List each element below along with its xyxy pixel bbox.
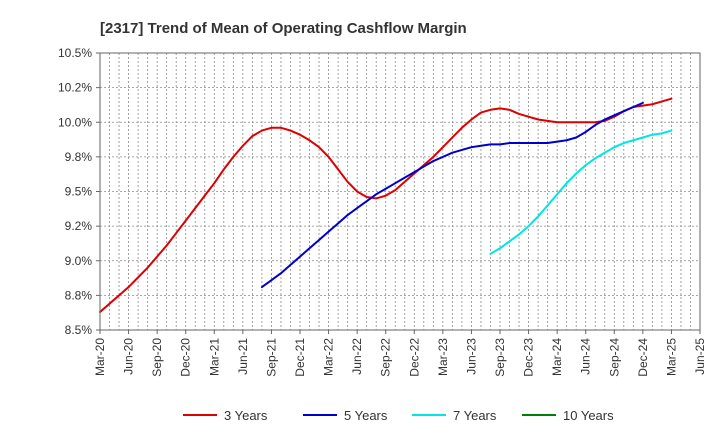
legend-label: 10 Years (563, 408, 614, 423)
x-tick-label: Dec-20 (179, 338, 193, 377)
legend-label: 7 Years (453, 408, 497, 423)
x-tick-label: Jun-24 (579, 338, 593, 375)
x-tick-label: Dec-24 (636, 338, 650, 377)
x-tick-label: Mar-21 (207, 338, 221, 376)
x-tick-label: Dec-21 (293, 338, 307, 377)
x-tick-label: Sep-20 (150, 338, 164, 377)
legend-label: 5 Years (344, 408, 388, 423)
x-tick-label: Sep-23 (493, 338, 507, 377)
y-tick-label: 10.0% (58, 115, 92, 129)
y-tick-label: 9.0% (65, 254, 93, 268)
series-layer (99, 97, 673, 313)
x-tick-label: Jun-20 (122, 338, 136, 375)
series-line-5-years (260, 101, 644, 289)
x-tick-label: Jun-21 (236, 338, 250, 375)
y-tick-label: 9.5% (65, 185, 93, 199)
series-line-7-years (489, 129, 673, 255)
x-tick-label: Dec-22 (407, 338, 421, 377)
x-tick-label: Mar-25 (664, 338, 678, 376)
x-tick-label: Mar-23 (436, 338, 450, 376)
x-tick-label: Jun-25 (693, 338, 707, 375)
x-tick-label: Mar-22 (322, 338, 336, 376)
x-tick-label: Dec-23 (522, 338, 536, 377)
x-tick-label: Sep-24 (607, 338, 621, 377)
y-tick-label: 10.5% (58, 46, 92, 60)
y-tick-label: 8.8% (65, 288, 93, 302)
x-tick-label: Jun-22 (350, 338, 364, 375)
chart-title: [2317] Trend of Mean of Operating Cashfl… (100, 20, 467, 37)
x-axis: Mar-20 Jun-20 Sep-20 Dec-20 Mar-21 Jun-21 Sep-… (93, 330, 707, 377)
y-tick-label: 10.2% (58, 81, 92, 95)
legend: 3 Years 5 Years 7 Years 10 Years (183, 408, 614, 423)
x-tick-label: Mar-20 (93, 338, 107, 376)
y-tick-label: 9.8% (65, 150, 93, 164)
y-tick-label: 8.5% (65, 323, 93, 337)
legend-label: 3 Years (224, 408, 268, 423)
series-line-3-years (99, 97, 673, 313)
x-tick-label: Sep-22 (379, 338, 393, 377)
x-tick-label: Jun-23 (464, 338, 478, 375)
x-tick-label: Mar-24 (550, 338, 564, 376)
x-tick-label: Sep-21 (264, 338, 278, 377)
y-axis: 8.5% 8.8% 9.0% 9.2% 9.5% 9.8% 10.0% 10.2% 10.5% (58, 46, 100, 337)
y-tick-label: 9.2% (65, 219, 93, 233)
